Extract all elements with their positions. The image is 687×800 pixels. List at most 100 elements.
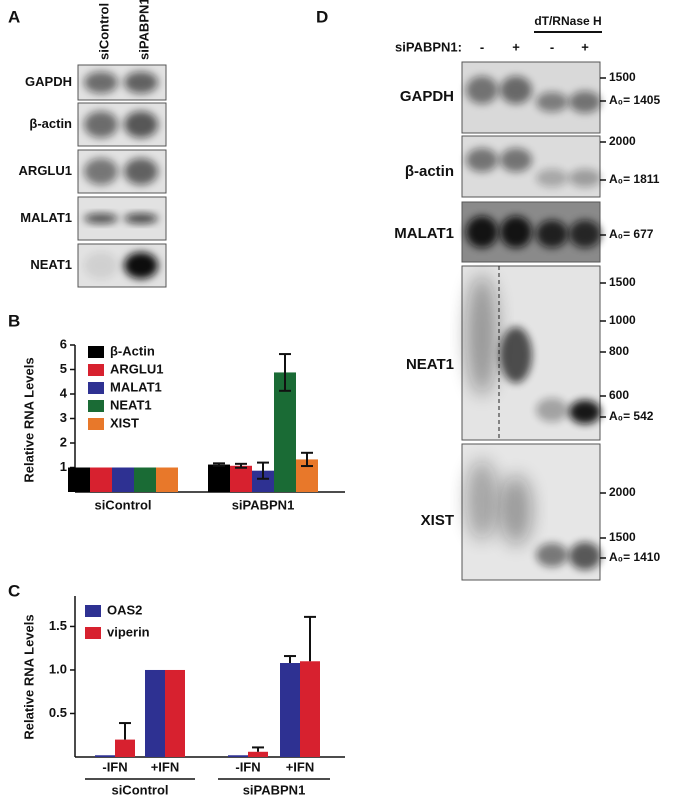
band (84, 111, 118, 138)
band (466, 275, 498, 395)
error-bar (304, 615, 316, 662)
x-tick-label: -IFN (235, 759, 260, 774)
size-marker: A₀= 1405 (609, 93, 660, 107)
lane-label: - (550, 39, 554, 54)
bar (248, 751, 268, 757)
size-marker: 1500 (609, 530, 636, 544)
bar (228, 755, 248, 757)
bar (280, 663, 300, 757)
legend-label: MALAT1 (110, 379, 162, 394)
lane-label: siPABPN1 (136, 0, 151, 60)
size-marker: 800 (609, 344, 629, 358)
y-axis-label: Relative RNA Levels (21, 614, 36, 739)
error-bar (213, 462, 225, 467)
band (84, 158, 118, 185)
legend-swatch (88, 418, 104, 430)
error-bar (257, 461, 269, 480)
band (536, 543, 568, 567)
bar (95, 755, 115, 757)
y-tick-label: 6 (60, 336, 67, 351)
bar (252, 470, 274, 492)
band (124, 252, 158, 279)
bar (230, 465, 252, 492)
row-label: β-actin (29, 116, 72, 131)
legend-label: XIST (110, 415, 139, 430)
legend-swatch (88, 382, 104, 394)
bar (90, 467, 112, 492)
bar (156, 467, 178, 492)
x-tick-label: +IFN (151, 759, 180, 774)
lane-label: - (480, 39, 484, 54)
row-label: GAPDH (400, 88, 454, 105)
lane-label: siControl (96, 3, 111, 60)
y-tick-label: 4 (60, 385, 68, 400)
y-tick-label: 0.5 (49, 705, 67, 720)
panel-label: A (8, 7, 20, 26)
band (569, 220, 601, 248)
band (500, 216, 532, 248)
band (569, 169, 601, 187)
bar (208, 464, 230, 492)
bar (274, 372, 296, 492)
band (124, 158, 158, 185)
bar (68, 467, 90, 492)
legend-swatch (88, 346, 104, 358)
size-marker: A₀= 542 (609, 409, 654, 423)
size-marker: 1500 (609, 70, 636, 84)
x-tick-label: +IFN (286, 759, 315, 774)
y-tick-label: 2 (60, 434, 67, 449)
band (500, 76, 532, 104)
panel-label: B (8, 311, 20, 330)
error-bar (119, 722, 131, 740)
legend-label: β-Actin (110, 343, 155, 358)
size-marker: 1000 (609, 313, 636, 327)
legend-label: viperin (107, 624, 150, 639)
size-marker: A₀= 1811 (609, 172, 660, 186)
band (536, 398, 568, 422)
band (500, 475, 532, 545)
condition-label: siPABPN1: (395, 39, 462, 54)
band (84, 213, 118, 224)
error-bar (279, 353, 291, 392)
band (569, 91, 601, 113)
band (500, 148, 532, 172)
bar (134, 467, 156, 492)
legend-swatch (85, 627, 101, 639)
row-label: XIST (421, 512, 454, 529)
size-marker: 600 (609, 388, 629, 402)
group-label: siControl (111, 782, 168, 797)
size-marker: A₀= 677 (609, 227, 654, 241)
band (84, 71, 118, 94)
band (124, 213, 158, 224)
row-label: MALAT1 (394, 225, 454, 242)
y-tick-label: 5 (60, 361, 67, 376)
lane-label: + (512, 39, 520, 54)
row-label: ARGLU1 (19, 163, 72, 178)
size-marker: 2000 (609, 485, 636, 499)
y-tick-label: 1.5 (49, 618, 67, 633)
group-label: siPABPN1 (243, 782, 306, 797)
panel-label: C (8, 581, 20, 600)
legend-swatch (85, 605, 101, 617)
bar (165, 669, 185, 757)
row-label: β-actin (405, 163, 454, 180)
band (124, 71, 158, 94)
bar (300, 661, 320, 757)
error-bar (284, 655, 296, 664)
panel-label: D (316, 7, 328, 26)
band (466, 216, 498, 248)
band (569, 542, 601, 570)
y-tick-label: 1 (60, 459, 67, 474)
error-bar (235, 462, 247, 469)
y-tick-label: 1.0 (49, 661, 67, 676)
legend-swatch (88, 364, 104, 376)
row-label: NEAT1 (30, 257, 72, 272)
band (466, 76, 498, 104)
row-label: GAPDH (25, 74, 72, 89)
size-marker: A₀= 1410 (609, 550, 660, 564)
legend-label: NEAT1 (110, 397, 152, 412)
y-axis-label: Relative RNA Levels (21, 357, 36, 482)
legend-label: ARGLU1 (110, 361, 163, 376)
size-marker: 1500 (609, 275, 636, 289)
band (466, 460, 498, 540)
